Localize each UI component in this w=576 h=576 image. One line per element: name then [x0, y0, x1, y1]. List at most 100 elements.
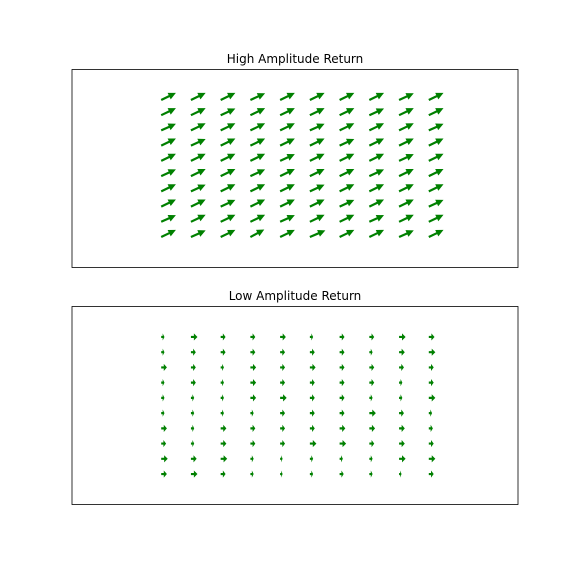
quiver-arrow — [399, 394, 403, 402]
quiver-arrow — [339, 348, 345, 356]
quiver-arrow — [399, 439, 405, 448]
quiver-arrow — [250, 424, 256, 432]
quiver-arrow — [279, 169, 295, 178]
quiver-arrow — [190, 409, 195, 417]
quiver-arrow — [339, 169, 355, 178]
quiver-arrow — [339, 184, 355, 193]
quiver-arrow — [428, 333, 435, 341]
quiver-arrow — [250, 394, 257, 402]
quiver-arrow — [249, 93, 266, 101]
quiver-arrow — [368, 108, 385, 117]
quiver-arrow — [279, 229, 295, 239]
quiver-arrow — [190, 230, 206, 239]
quiver-arrow — [250, 455, 254, 463]
quiver-arrow — [161, 409, 165, 417]
quiver-arrow — [190, 439, 195, 448]
quiver-arrow — [428, 184, 444, 193]
quiver-arrow — [309, 153, 325, 162]
quiver-arrow — [398, 169, 414, 178]
quiver-arrow — [280, 470, 283, 478]
quiver-arrow — [279, 154, 295, 162]
quiver-arrow — [309, 455, 314, 463]
quiver-arrow — [249, 199, 266, 208]
quiver-arrow — [190, 138, 206, 147]
quiver-arrow — [190, 455, 197, 463]
quiver-arrow — [220, 169, 236, 178]
quiver-arrow — [220, 363, 224, 372]
quiver-arrow — [339, 394, 345, 402]
quiver-arrow — [160, 123, 176, 132]
quiver-arrow — [160, 92, 176, 101]
quiver-arrow — [428, 229, 444, 239]
quiver-arrow — [369, 455, 373, 463]
quiver-arrow — [368, 214, 385, 223]
quiver-arrow — [339, 153, 355, 162]
quiver-arrow — [309, 424, 315, 432]
quiver-arrow — [220, 379, 224, 387]
quiver-arrow — [161, 455, 168, 463]
quiver-arrow — [190, 214, 206, 223]
quiver-arrow — [399, 363, 404, 372]
quiver-arrow — [220, 214, 236, 223]
quiver-arrow — [428, 470, 434, 478]
quiver-arrow — [368, 92, 385, 101]
low-amplitude-panel: Low Amplitude Return — [71, 289, 519, 505]
quiver-arrow — [220, 199, 236, 208]
quiver-arrow — [161, 439, 167, 448]
quiver-arrow — [220, 184, 236, 193]
quiver-arrow — [309, 394, 315, 402]
quiver-arrow — [220, 394, 224, 402]
quiver-arrow — [399, 333, 406, 341]
quiver-arrow — [368, 184, 385, 193]
quiver-arrow — [339, 214, 355, 223]
quiver-arrow — [339, 379, 345, 387]
quiver-arrow — [428, 92, 444, 101]
quiver-arrow — [160, 169, 176, 178]
high-amplitude-title: High Amplitude Return — [227, 52, 364, 66]
quiver-arrow — [220, 470, 226, 478]
quiver-arrow — [399, 348, 405, 356]
quiver-arrow — [280, 455, 283, 463]
quiver-arrow — [339, 123, 355, 132]
quiver-arrow — [398, 138, 414, 147]
quiver-arrow — [190, 92, 206, 101]
high-amplitude-panel: High Amplitude Return — [71, 52, 519, 268]
quiver-arrow — [279, 92, 295, 101]
quiver-arrow — [250, 333, 256, 341]
quiver-arrow — [428, 138, 444, 147]
quiver-arrow — [190, 424, 195, 432]
quiver-arrow — [279, 138, 295, 147]
quiver-arrow — [428, 348, 436, 356]
quiver-arrow — [428, 123, 444, 132]
quiver-arrow — [369, 363, 375, 372]
quiver-arrow — [369, 348, 373, 356]
quiver-arrow — [399, 424, 405, 432]
quiver-arrow — [309, 439, 317, 448]
quiver-arrow — [339, 92, 355, 101]
quiver-arrow — [428, 363, 434, 372]
quiver-arrow — [339, 439, 347, 448]
quiver-arrow — [309, 169, 325, 178]
quiver-arrow — [309, 333, 314, 341]
quiver-arrow — [398, 230, 414, 239]
quiver-arrow — [220, 409, 224, 417]
quiver-arrow — [398, 154, 414, 162]
quiver-arrow — [279, 108, 295, 117]
quiver-arrow — [220, 123, 236, 132]
quiver-arrow — [339, 333, 345, 341]
quiver-arrow — [250, 348, 256, 356]
low-amplitude-arrows — [161, 333, 436, 478]
quiver-arrow — [280, 394, 287, 402]
quiver-arrow — [190, 169, 206, 178]
quiver-arrow — [190, 348, 196, 356]
quiver-arrow — [309, 184, 325, 193]
quiver-arrow — [339, 424, 346, 432]
quiver-arrow — [428, 394, 436, 402]
quiver-arrow — [161, 470, 167, 478]
quiver-arrow — [368, 138, 385, 147]
quiver-arrow — [339, 138, 355, 147]
quiver-arrow — [220, 348, 226, 356]
quiver-arrow — [190, 199, 206, 208]
quiver-arrow — [249, 214, 266, 223]
